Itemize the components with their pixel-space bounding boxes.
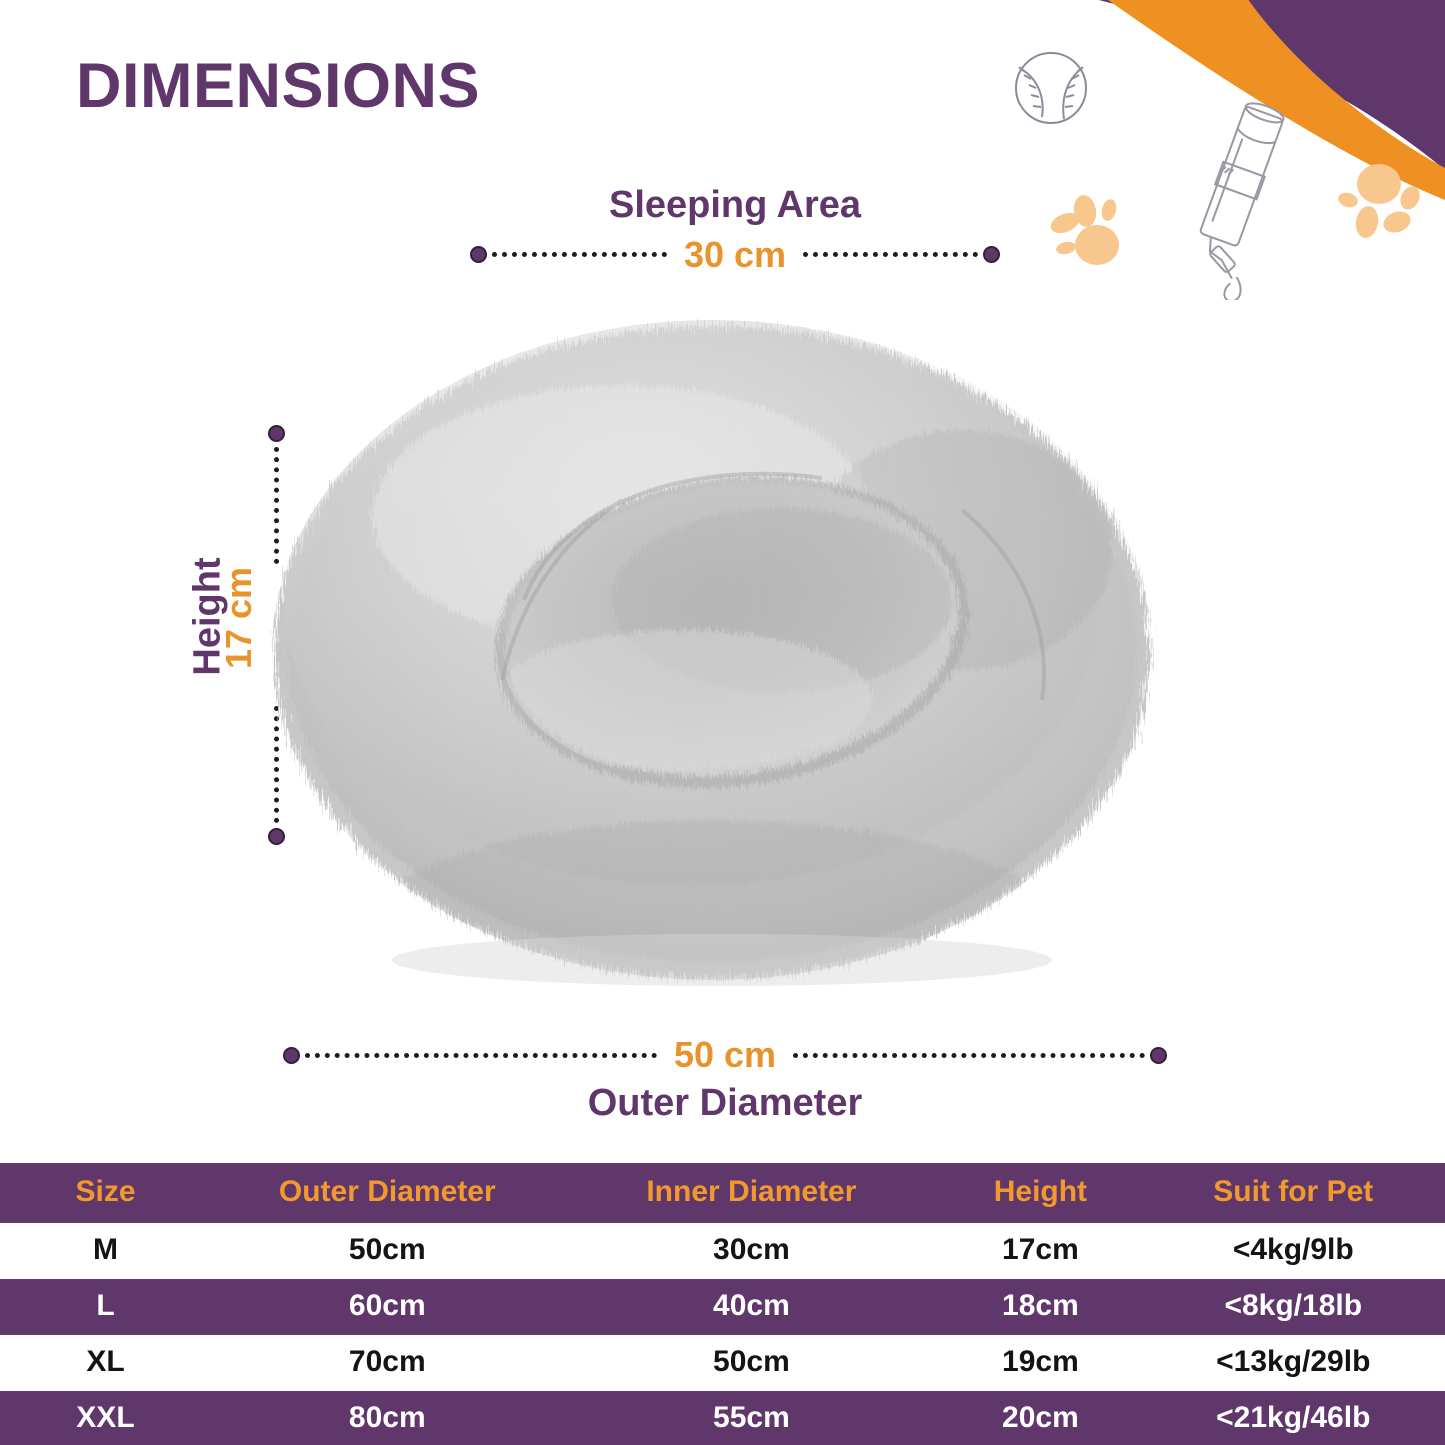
bed-sleeping-bowl (481, 460, 1046, 809)
cell-outer: 50cm (210, 1223, 564, 1279)
table-row: XXL 80cm 55cm 20cm <21kg/46lb (0, 1391, 1445, 1445)
outer-diameter-measure-line: 50 cm (283, 1034, 1168, 1076)
column-header-size: Size (0, 1163, 211, 1223)
height-dimension: Height 17 cm (156, 425, 286, 845)
cell-height: 18cm (939, 1279, 1142, 1335)
purple-swoosh-shape (1098, 0, 1445, 170)
column-header-outer-diameter: Outer Diameter (210, 1163, 564, 1223)
table-row: M 50cm 30cm 17cm <4kg/9lb (0, 1223, 1445, 1279)
cell-pet: <13kg/29lb (1141, 1335, 1445, 1391)
sleeping-area-dimension: Sleeping Area 30 cm (470, 184, 1001, 276)
cell-outer: 80cm (210, 1391, 564, 1445)
dimension-endpoint-dot (1150, 1046, 1168, 1064)
cell-pet: <8kg/18lb (1141, 1279, 1445, 1335)
cell-height: 20cm (939, 1391, 1142, 1445)
dimension-dotted-line (492, 252, 667, 258)
dimension-dotted-line (274, 447, 279, 564)
dimension-dotted-line (793, 1052, 1146, 1058)
cell-inner: 30cm (563, 1223, 940, 1279)
orange-swoosh-shape (1108, 0, 1445, 200)
corner-decoration (985, 0, 1445, 300)
cell-inner: 50cm (563, 1335, 940, 1391)
table-row: L 60cm 40cm 18cm <8kg/18lb (0, 1279, 1445, 1335)
height-measure-line (268, 425, 285, 845)
outer-diameter-dimension: 50 cm Outer Diameter (283, 1026, 1168, 1125)
height-value: 17 cm (218, 566, 259, 670)
column-header-height: Height (939, 1163, 1142, 1223)
sleeping-area-label: Sleeping Area (608, 184, 861, 226)
cell-size: L (0, 1279, 211, 1335)
sleeping-area-measure-line: 30 cm (470, 233, 1001, 276)
tennis-ball-icon (1015, 52, 1087, 124)
bed-ground-shadow (392, 934, 1052, 986)
cell-inner: 55cm (563, 1391, 940, 1445)
outer-diameter-label: Outer Diameter (587, 1082, 863, 1124)
cell-outer: 70cm (210, 1335, 564, 1391)
cell-size: M (0, 1223, 211, 1279)
bed-seam-lines (500, 471, 1046, 701)
table-header-row: Size Outer Diameter Inner Diameter Heigh… (0, 1163, 1445, 1223)
paw-print-icon-right (1338, 164, 1420, 238)
cell-pet: <21kg/46lb (1141, 1391, 1445, 1445)
size-specification-table: Size Outer Diameter Inner Diameter Heigh… (0, 1163, 1445, 1445)
cell-size: XL (0, 1335, 211, 1391)
dimension-endpoint-dot (283, 1046, 300, 1064)
cell-outer: 60cm (210, 1279, 564, 1335)
dimension-endpoint-dot (470, 246, 487, 264)
cell-height: 19cm (939, 1335, 1142, 1391)
dimension-dotted-line (305, 1052, 657, 1058)
dimension-dotted-line (803, 252, 979, 258)
dimension-endpoint-dot (268, 828, 285, 845)
table-row: XL 70cm 50cm 19cm <13kg/29lb (0, 1335, 1445, 1391)
page-title: DIMENSIONS (76, 51, 481, 121)
paw-print-icon-left (1050, 195, 1119, 265)
outer-diameter-value: 50 cm (673, 1034, 777, 1075)
cell-height: 17cm (939, 1223, 1142, 1279)
height-labels: Height 17 cm (156, 425, 268, 845)
cell-size: XXL (0, 1391, 211, 1445)
dimension-endpoint-dot (983, 246, 1001, 264)
dimension-dotted-line (274, 706, 279, 823)
water-bottle-icon (1199, 102, 1285, 300)
cell-inner: 40cm (563, 1279, 940, 1335)
sleeping-area-value: 30 cm (683, 233, 787, 275)
pet-bed-illustration (262, 300, 1162, 1000)
column-header-suit-for-pet: Suit for Pet (1141, 1163, 1445, 1223)
cell-pet: <4kg/9lb (1141, 1223, 1445, 1279)
column-header-inner-diameter: Inner Diameter (563, 1163, 940, 1223)
dimension-endpoint-dot (268, 425, 285, 442)
